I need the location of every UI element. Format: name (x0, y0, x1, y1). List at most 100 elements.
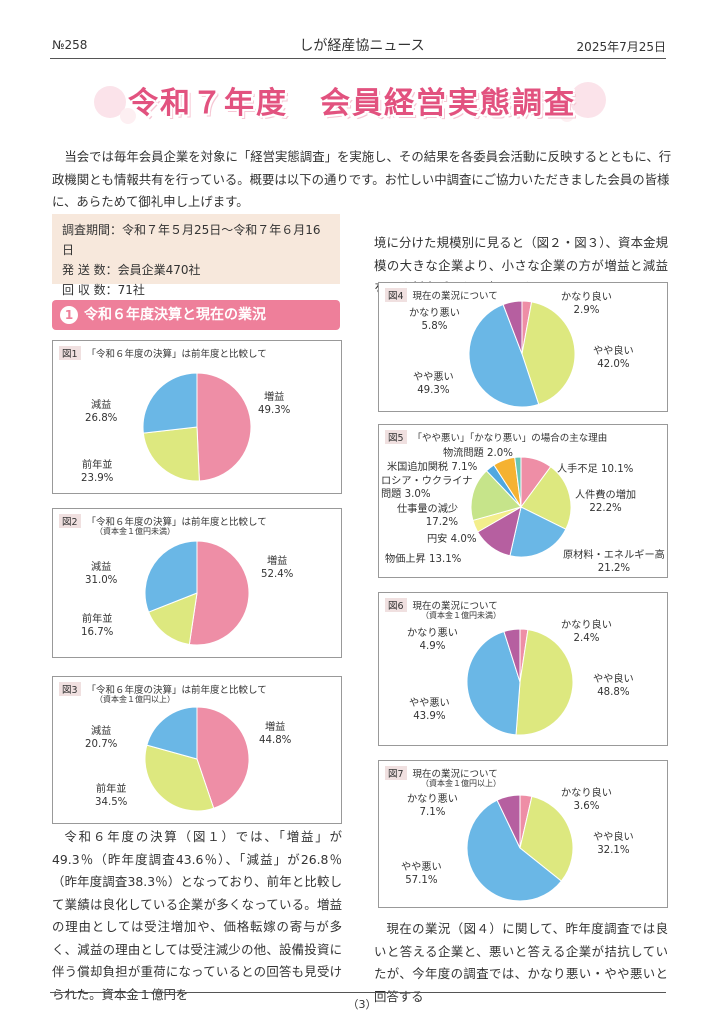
pie-slice-6 (471, 470, 522, 522)
data-label: 増益 52.4% (261, 556, 294, 580)
decor-circle (560, 108, 574, 122)
page-number: （3） (347, 998, 377, 1011)
intro-paragraph: 当会では毎年会員企業を対象に「経営実態調査」を実施し、その結果を各委員会活動に反… (52, 149, 672, 209)
pie-svg (145, 707, 249, 811)
pie-slice-3 (143, 373, 198, 434)
data-label: かなり良い 2.4% (561, 620, 612, 644)
pie-slice-3 (467, 630, 521, 735)
figure-7: 図7 現在の業況について （資本金１億円以上） かなり良い 3.6% やや良い 32.… (378, 760, 668, 908)
section-number: 1 (60, 306, 78, 324)
figure-subtitle: （資本金１億円以上） (421, 779, 501, 788)
figure-caption: 図4 現在の業況について (385, 288, 498, 302)
pie-chart (469, 301, 575, 407)
pie-slice-4 (496, 795, 521, 849)
newsletter-title: しが経産協ニュース (299, 38, 425, 54)
figure-1: 図1 「令和６年度の決算」は前年度と比較して 増益 49.3% 減益 26.8% 前年… (52, 340, 342, 494)
data-label: 物価上昇 13.1% (385, 554, 462, 565)
pie-svg (143, 373, 251, 481)
data-label: 減益 26.8% (85, 400, 118, 424)
decor-circle (570, 82, 606, 118)
pie-chart (471, 457, 571, 557)
data-label: 増益 44.8% (259, 722, 292, 746)
section-heading: 1 令和６年度決算と現在の業況 (52, 300, 340, 330)
pie-slice-3 (467, 799, 563, 901)
data-label: 前年並 34.5% (95, 784, 128, 808)
data-label: 円安 4.0% (427, 534, 477, 545)
pie-slice-2 (519, 795, 573, 882)
survey-info-box: 調査期間：令和７年５月25日～令和７年６月16日 発 送 数：会員企業470社 … (52, 214, 340, 297)
survey-responses: 回 収 数：71社 (62, 283, 145, 297)
figure-5: 図5 「やや悪い」「かなり悪い」の場合の主な理由 人手不足 10.1% 人件費の増… (378, 424, 668, 578)
data-label: 減益 31.0% (85, 562, 118, 586)
data-label: ロシア・ウクライナ 問題 3.0% (381, 476, 473, 500)
pie-slice-2 (145, 744, 215, 811)
pie-svg (467, 629, 573, 735)
figure-4: 図4 現在の業況について かなり良い 2.9% やや良い 42.0% かなり悪い 5.8… (378, 282, 668, 412)
pie-chart (145, 707, 249, 811)
figure-caption: 図1 「令和６年度の決算」は前年度と比較して (59, 346, 267, 360)
pie-chart (145, 541, 249, 645)
figure-caption: 図6 現在の業況について (385, 598, 498, 612)
data-label: かなり悪い 7.1% (407, 794, 458, 818)
pie-slice-1 (196, 373, 251, 481)
survey-sent: 発 送 数：会員企業470社 (62, 263, 201, 277)
figure-caption: 図3 「令和６年度の決算」は前年度と比較して (59, 682, 267, 696)
data-label: 仕事量の減少 17.2% (397, 504, 459, 528)
data-label: 減益 20.7% (85, 726, 118, 750)
figure-caption: 図5 「やや悪い」「かなり悪い」の場合の主な理由 (385, 430, 607, 444)
pie-slice-2 (147, 592, 198, 645)
pie-slice-3 (146, 707, 198, 760)
figure-caption: 図7 現在の業況について (385, 766, 498, 780)
data-label: やや良い 32.1% (593, 832, 634, 856)
title-banner: 令和７年度 会員経営実態調査 (92, 78, 612, 126)
data-label: 前年並 23.9% (81, 460, 114, 484)
pie-svg (469, 301, 575, 407)
data-label: かなり悪い 4.9% (407, 628, 458, 652)
decor-circle (120, 108, 136, 124)
pie-slice-4 (503, 629, 521, 683)
body-text-left: 令和６年度の決算（図１）では、「増益」が49.3％（昨年度調査43.6％）、「減… (52, 829, 342, 1002)
pie-slice-2 (143, 426, 200, 481)
data-label: かなり良い 3.6% (561, 788, 612, 812)
pie-slice-3 (469, 303, 540, 407)
data-label: やや悪い 43.9% (409, 698, 450, 722)
pie-slice-2 (521, 301, 575, 405)
data-label: やや良い 48.8% (593, 674, 634, 698)
survey-period: 調査期間：令和７年５月25日～令和７年６月16日 (62, 223, 321, 257)
figure-caption: 図2 「令和６年度の決算」は前年度と比較して (59, 514, 267, 528)
header-rule (50, 58, 666, 59)
figure-2: 図2 「令和６年度の決算」は前年度と比較して （資本金１億円未満） 増益 52.4%… (52, 508, 342, 658)
data-label: かなり良い 2.9% (561, 292, 612, 316)
pie-chart (467, 795, 573, 901)
issue-date: 2025年7月25日 (576, 40, 666, 54)
section-title: 令和６年度決算と現在の業況 (84, 307, 266, 323)
pie-svg (467, 795, 573, 901)
body-text-right-bottom: 現在の業況（図４）に関して、昨年度調査では良いと答える企業と、悪いと答える企業が… (374, 921, 668, 1004)
data-label: かなり悪い 5.8% (409, 308, 460, 332)
pie-slice-1 (188, 541, 249, 645)
pie-svg (471, 457, 571, 557)
data-label: 人件費の増加 22.2% (575, 490, 637, 514)
data-label: やや悪い 49.3% (413, 372, 454, 396)
figure-subtitle: （資本金１億円未満） (95, 527, 175, 536)
pie-slice-3 (145, 541, 198, 613)
issue-number: №258 (52, 38, 88, 52)
pie-chart (143, 373, 251, 481)
data-label: やや悪い 57.1% (401, 862, 442, 886)
data-label: 増益 49.3% (258, 392, 291, 416)
pie-slice-2 (520, 466, 571, 530)
figure-subtitle: （資本金１億円以上） (95, 695, 175, 704)
pie-slice-4 (502, 301, 523, 355)
figure-3: 図3 「令和６年度の決算」は前年度と比較して （資本金１億円以上） 増益 44.8%… (52, 676, 342, 824)
data-label: 前年並 16.7% (81, 614, 114, 638)
data-label: 人手不足 10.1% (557, 464, 634, 475)
page-title: 令和７年度 会員経営実態調査 (128, 86, 576, 121)
data-label: 物流問題 2.0% (443, 448, 513, 459)
pie-chart (467, 629, 573, 735)
data-label: 原材料・エネルギー高 21.2% (563, 550, 665, 574)
pie-slice-1 (196, 707, 249, 809)
pie-slice-9 (514, 457, 522, 508)
figure-subtitle: （資本金１億円未満） (421, 611, 501, 620)
footer-rule (50, 992, 666, 993)
data-label: 米国追加関税 7.1% (387, 462, 478, 473)
